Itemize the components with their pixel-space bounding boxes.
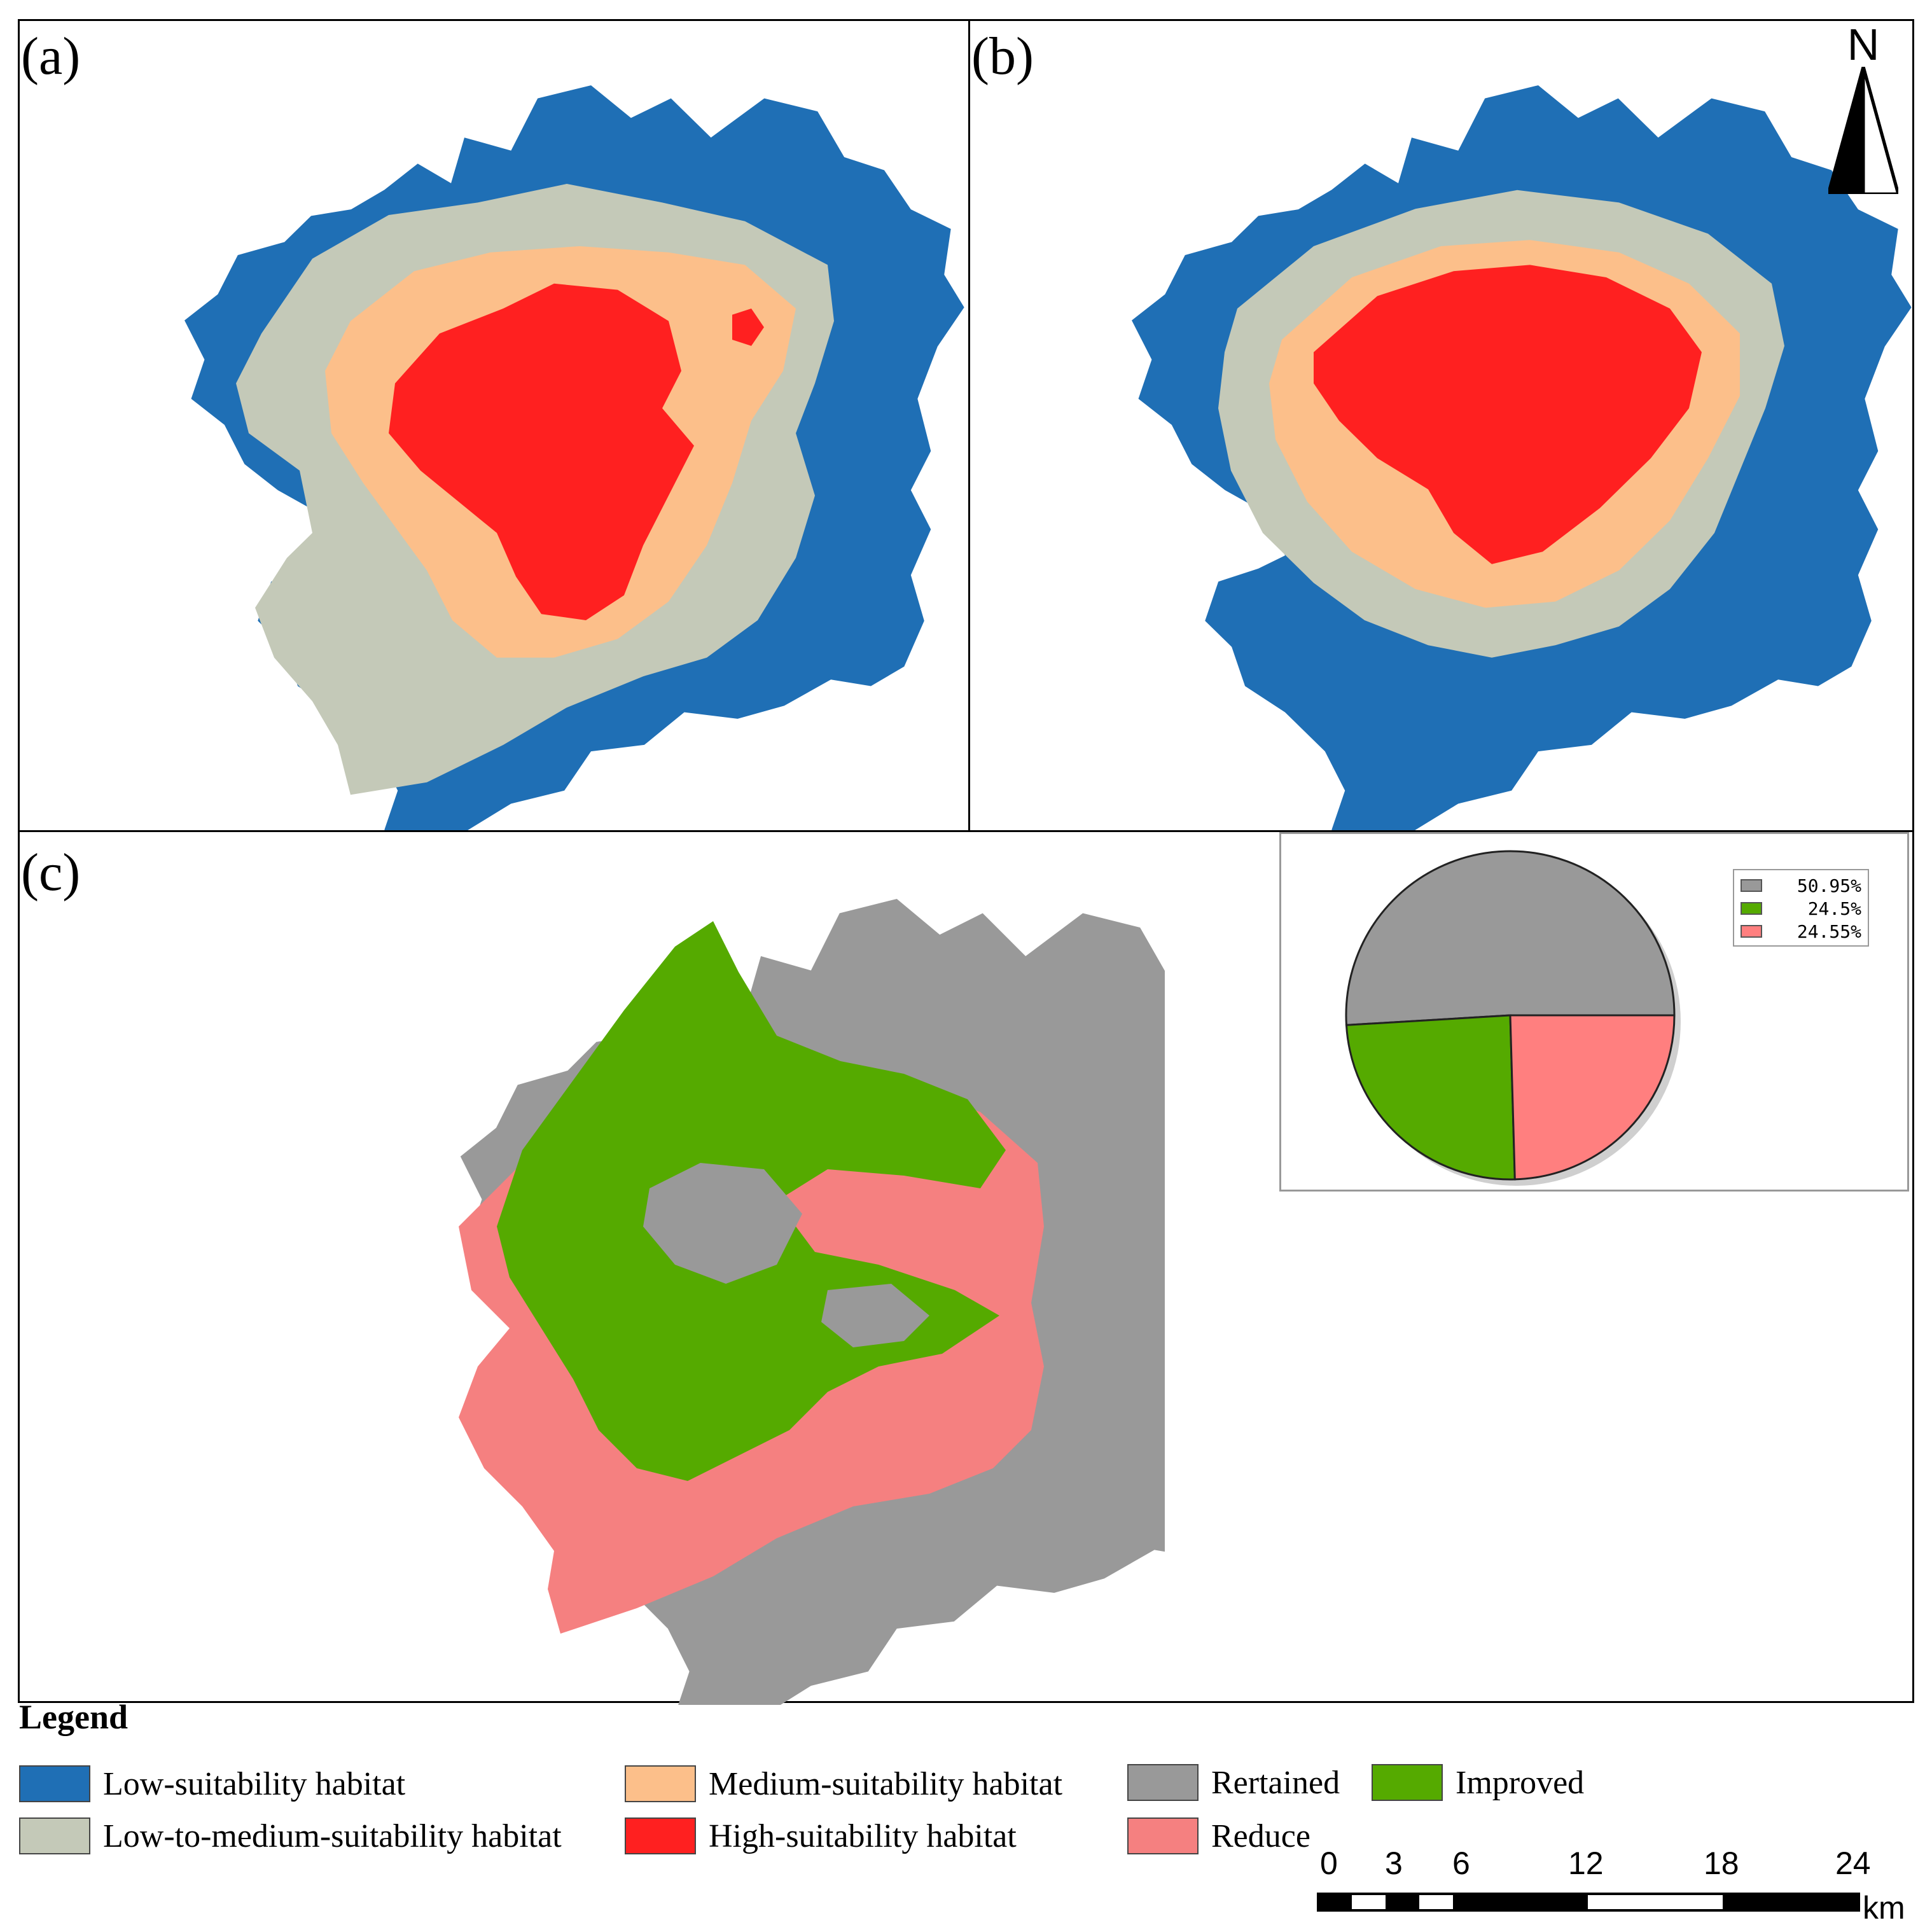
- legend-title: Legend: [19, 1698, 129, 1736]
- legend-item-retained: Rertained: [1127, 1762, 1340, 1803]
- legend-swatch-medium: [625, 1765, 696, 1802]
- panel-label-a: (a): [21, 27, 81, 86]
- pie-slice-0: [1345, 850, 1676, 1026]
- change-map-c: [459, 832, 1165, 1705]
- pie-legend-swatch: [1741, 925, 1762, 938]
- north-arrow: N: [1828, 22, 1898, 194]
- legend-label-low: Low-suitability habitat: [103, 1765, 406, 1802]
- legend-swatch-reduce: [1127, 1817, 1199, 1854]
- pie-legend: 50.95% 24.5% 24.55%: [1733, 869, 1869, 947]
- scale-bar-graphic: [1317, 1893, 1860, 1912]
- habitat-map-b: [970, 21, 1916, 834]
- pie-legend-item: 24.5%: [1741, 897, 1861, 920]
- legend-swatch-low: [19, 1765, 90, 1802]
- pie-inset: 50.95% 24.5% 24.55%: [1279, 832, 1909, 1192]
- pie-chart: [1345, 850, 1681, 1186]
- legend-label-low-medium: Low-to-medium-suitability habitat: [103, 1817, 562, 1854]
- panel-label-c: (c): [21, 843, 81, 902]
- scale-tick-12: 12: [1568, 1845, 1604, 1881]
- legend-label-medium: Medium-suitability habitat: [709, 1765, 1063, 1802]
- scale-tick-0: 0: [1320, 1845, 1338, 1881]
- map-panel-b: (b) N: [968, 19, 1914, 832]
- north-label: N: [1847, 20, 1880, 69]
- scale-tick-6: 6: [1452, 1845, 1470, 1881]
- panel-label-b: (b): [971, 27, 1034, 86]
- legend-item-low-medium: Low-to-medium-suitability habitat: [19, 1816, 562, 1856]
- legend-item-improved: Improved: [1372, 1762, 1584, 1803]
- legend-label-reduce: Reduce: [1211, 1817, 1310, 1854]
- pie-legend-item: 50.95%: [1741, 874, 1861, 897]
- map-panel-c: (c) 50.95% 24.5% 24.55%: [18, 830, 1914, 1703]
- legend-label-high: High-suitability habitat: [709, 1817, 1017, 1854]
- pie-legend-label: 24.55%: [1796, 921, 1861, 942]
- legend-item-medium: Medium-suitability habitat: [625, 1763, 1062, 1804]
- scale-tick-18: 18: [1704, 1845, 1739, 1881]
- scale-bar: 0 3 6 12 18 24 km: [1317, 1845, 1915, 1928]
- legend-label-retained: Rertained: [1211, 1764, 1340, 1801]
- pie-legend-item: 24.55%: [1741, 920, 1861, 943]
- pie-slice-2: [1509, 1014, 1676, 1181]
- pie-legend-swatch: [1741, 879, 1762, 892]
- pie-legend-label: 24.5%: [1807, 898, 1861, 919]
- legend-item-reduce: Reduce: [1127, 1816, 1310, 1856]
- legend-item-low: Low-suitability habitat: [19, 1763, 405, 1804]
- pie-legend-swatch: [1741, 902, 1762, 915]
- legend-swatch-improved: [1372, 1764, 1443, 1801]
- legend-swatch-retained: [1127, 1764, 1199, 1801]
- scale-tick-3: 3: [1385, 1845, 1403, 1881]
- legend-label-improved: Improved: [1456, 1764, 1585, 1801]
- scale-unit: km: [1863, 1890, 1905, 1926]
- pie-slice-1: [1345, 1014, 1516, 1181]
- scale-tick-24: 24: [1835, 1845, 1871, 1881]
- legend-swatch-low-medium: [19, 1817, 90, 1854]
- legend-item-high: High-suitability habitat: [625, 1816, 1017, 1856]
- pie-legend-label: 50.95%: [1796, 875, 1861, 896]
- habitat-map-a: [20, 21, 972, 834]
- north-arrow-icon: [1828, 67, 1898, 194]
- legend-swatch-high: [625, 1817, 696, 1854]
- map-panel-a: (a): [18, 19, 970, 832]
